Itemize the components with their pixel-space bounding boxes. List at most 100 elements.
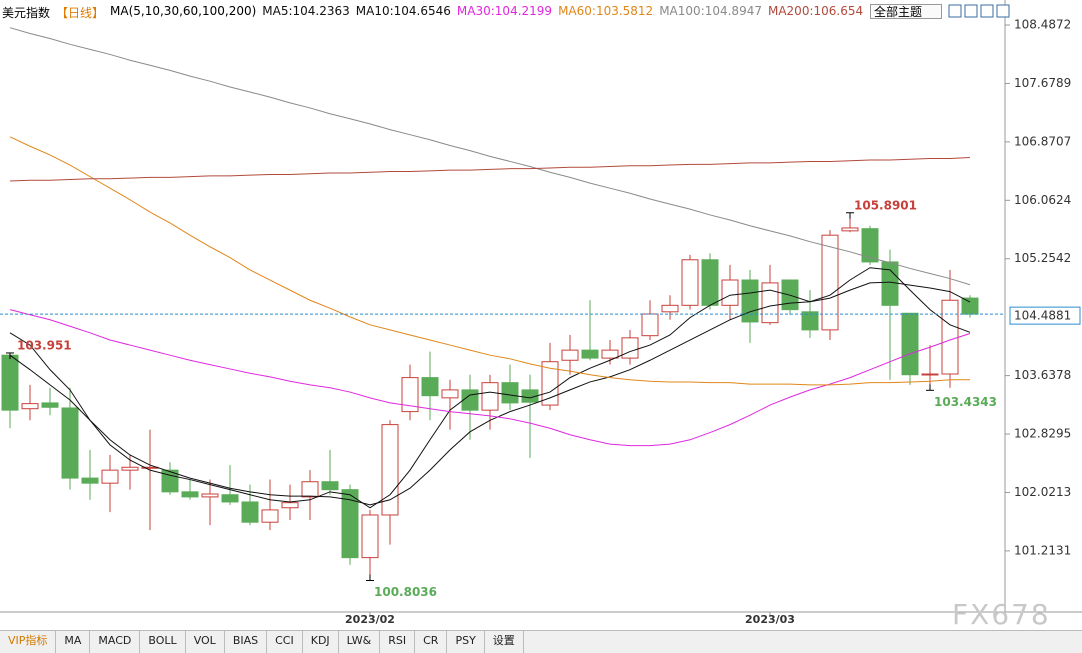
candle-body — [341, 489, 359, 559]
candle-body — [661, 304, 679, 313]
candle-body — [381, 424, 399, 516]
candle-body — [501, 382, 519, 404]
y-tick-label: 106.0624 — [1014, 193, 1071, 207]
legend-entry: MA60:103.5812 — [558, 4, 654, 18]
x-tick-label: 2023/02 — [345, 613, 395, 626]
candle-body — [601, 349, 619, 359]
candle-body — [21, 403, 39, 410]
candle-body — [261, 509, 279, 523]
candle-body — [321, 481, 339, 491]
annotation: 105.8901 — [854, 198, 917, 212]
tab-bar: VIP指标 MA MACD BOLL VOL BIAS CCI KDJ LW& RSI CR PSY 设… — [0, 630, 1082, 653]
candle-body — [121, 466, 139, 471]
icon[interactable] — [948, 4, 962, 18]
price-box — [1009, 306, 1081, 325]
candle-body — [221, 494, 239, 503]
candle-body — [881, 261, 899, 306]
candle-body — [481, 382, 499, 411]
candle-body — [621, 337, 639, 359]
tab[interactable]: PSY — [447, 631, 485, 653]
candle-body — [281, 502, 299, 509]
candle-body — [301, 481, 319, 498]
candle-body — [81, 477, 99, 484]
ma-line — [9, 281, 971, 506]
candle-body — [861, 228, 879, 263]
candle-body — [941, 299, 959, 375]
tab[interactable]: LW& — [339, 631, 381, 653]
candle-body — [201, 493, 219, 498]
candle-body — [401, 377, 419, 413]
candle-body — [681, 259, 699, 306]
tab[interactable]: MA — [56, 631, 91, 653]
candle-body — [361, 514, 379, 559]
candle-body — [961, 297, 979, 315]
theme-button[interactable]: 全部主题 — [870, 4, 942, 19]
candle-body — [741, 279, 759, 323]
y-tick-label: 108.4872 — [1014, 18, 1071, 32]
tab[interactable]: CCI — [267, 631, 303, 653]
y-tick-label: 102.0213 — [1014, 485, 1071, 499]
annotation: 100.8036 — [374, 585, 437, 599]
icon[interactable] — [996, 4, 1010, 18]
ma-line — [9, 309, 971, 447]
watermark: FX678 — [952, 598, 1051, 631]
candle-body — [641, 313, 659, 337]
candle-body — [761, 282, 779, 324]
y-tick-label: 107.6789 — [1014, 76, 1071, 90]
tab[interactable]: VIP指标 — [0, 631, 57, 653]
toolbar-icons[interactable] — [932, 4, 1010, 18]
legend-entry: MA100:104.8947 — [659, 4, 762, 18]
indicator: MA(5,10,30,60,100,200) — [110, 4, 257, 18]
icon[interactable] — [964, 4, 978, 18]
candle-body — [921, 373, 939, 376]
legend-entry: MA200:106.654 — [767, 4, 864, 18]
ma-line — [9, 136, 971, 386]
candle-body — [41, 402, 59, 408]
y-tick-label: 106.8707 — [1014, 134, 1071, 148]
candle-body — [441, 389, 459, 399]
x-tick-label: 2023/03 — [745, 613, 795, 626]
candle-body — [821, 234, 839, 331]
candle-body — [1, 354, 19, 411]
candle-body — [701, 259, 719, 306]
tab[interactable]: 设置 — [485, 631, 524, 653]
price-label: 104.4881 — [1014, 309, 1071, 323]
y-tick-label: 105.2542 — [1014, 251, 1071, 265]
annotation: 103.4343 — [934, 395, 997, 409]
candle-body — [101, 469, 119, 484]
period: 【日线】 — [56, 6, 105, 20]
legend-entry: MA10:104.6546 — [355, 4, 451, 18]
ma-line — [9, 27, 971, 286]
legend-entry: MA5:104.2363 — [262, 4, 350, 18]
tab[interactable]: BOLL — [140, 631, 186, 653]
tab[interactable]: BIAS — [225, 631, 268, 653]
candle-body — [61, 407, 79, 479]
candle-body — [461, 389, 479, 411]
annotation: 103.951 — [17, 338, 72, 352]
legend-entry: MA30:104.2199 — [456, 4, 553, 18]
candle-body — [541, 361, 559, 406]
icon[interactable] — [980, 4, 994, 18]
candle-body — [721, 279, 739, 306]
ma-line — [9, 157, 971, 182]
candle-body — [421, 377, 439, 397]
candle-body — [561, 349, 579, 361]
tab[interactable]: RSI — [380, 631, 416, 653]
tab[interactable]: CR — [415, 631, 448, 653]
y-tick-label: 102.8295 — [1014, 427, 1071, 441]
y-tick-label: 103.6378 — [1014, 368, 1071, 382]
candle-body — [241, 501, 259, 523]
header: 美元指数 【日线】 MA(5,10,30,60,100,200) MA5:104… — [2, 4, 863, 20]
candle-body — [901, 312, 919, 376]
title: 美元指数 — [2, 6, 51, 20]
candle-body — [801, 311, 819, 331]
tab[interactable]: MACD — [90, 631, 141, 653]
candle-body — [841, 227, 859, 232]
candle-body — [581, 349, 599, 359]
tab[interactable]: VOL — [186, 631, 225, 653]
candle-body — [181, 491, 199, 498]
y-tick-label: 101.2131 — [1014, 543, 1071, 557]
tab[interactable]: KDJ — [303, 631, 339, 653]
